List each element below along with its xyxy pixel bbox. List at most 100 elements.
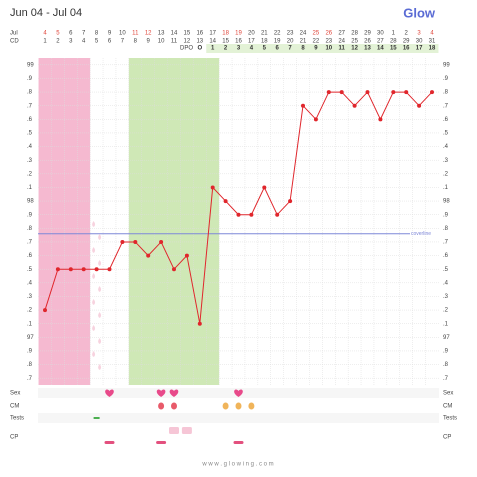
dpo-label: 17 [416,46,423,52]
date-label: 24 [300,31,307,37]
y-tick-label-right: .8 [443,90,449,96]
row-label-right: Tests [443,416,457,422]
y-tick-label: .2 [27,171,33,177]
cp-mark [156,441,167,444]
y-tick-label-right: .5 [443,267,449,273]
y-tick-label-right: 97 [443,335,450,341]
y-tick-label: .2 [27,308,33,314]
cd-label: 27 [377,39,384,45]
y-tick-label: .6 [27,117,33,123]
y-tick-label-right: .9 [443,212,449,218]
temp-point [378,117,383,122]
cm-drop [98,260,102,266]
date-label: 25 [313,31,320,37]
y-tick-label-right: .6 [443,117,449,123]
temp-point [55,267,60,272]
heart [234,389,243,397]
date-label: 29 [364,31,371,37]
dpo-label: 16 [403,46,410,52]
y-tick-label-right: .1 [443,185,449,191]
temp-point [68,267,73,272]
month-label: Jul [10,31,18,37]
y-tick-label-right: .8 [443,362,449,368]
row-bg [38,413,439,423]
temp-point [107,267,112,272]
y-tick-label: .4 [27,280,33,286]
temp-point [81,267,86,272]
date-label: 16 [196,31,203,37]
dpo-label: 2 [224,46,228,52]
y-tick-label-right: .4 [443,144,449,150]
dpo-label: 18 [429,46,436,52]
dpo-label: 8 [301,46,305,52]
y-tick-label: .5 [27,267,33,273]
cm-drop [92,351,96,357]
date-label: 23 [287,31,294,37]
dpo-label: 5 [263,46,267,52]
row-bg [38,432,439,442]
y-tick-label: .4 [27,144,33,150]
cm-icon [248,402,255,410]
y-tick-label-right: .3 [443,294,449,300]
cm-icon [222,402,229,410]
dpo-label: 7 [288,46,292,52]
temp-point [236,212,241,217]
date-label: 14 [171,31,178,37]
cm-drop [98,286,102,292]
footer: w w w . g l o w i n g . c o m [201,462,273,468]
cd-label: 8 [134,39,138,45]
temp-point [352,103,357,108]
heart [169,389,179,397]
y-tick-label: .3 [27,158,33,164]
cd-label: 13 [196,39,203,45]
y-tick-label: .7 [27,103,33,109]
cm-drop [92,247,96,253]
date-label: 12 [145,31,152,37]
dpo-label: DPO [180,46,193,52]
y-tick-label: .9 [27,76,33,82]
temp-point [172,267,176,272]
dpo-label: 3 [237,46,241,52]
cm-drop [92,221,96,227]
y-tick-label-right: .6 [443,253,449,259]
y-tick-label: .7 [27,240,33,246]
temp-point [133,239,138,244]
date-label: 3 [417,31,421,37]
cd-label: 23 [325,39,332,45]
cd-label: 28 [390,39,397,45]
temp-point [430,90,434,95]
cd-label: 31 [429,39,436,45]
y-tick-label: .9 [27,349,33,355]
coverline-label: coverline [411,231,431,237]
temp-point [404,90,409,95]
y-tick-label: .1 [27,185,33,191]
cd-label: 19 [274,39,281,45]
heart [105,389,114,397]
cd-label: 22 [313,39,320,45]
y-tick-label: .9 [27,212,33,218]
date-label: 17 [209,31,216,37]
cd-label: 29 [403,39,410,45]
dpo-label: 14 [377,46,384,52]
temp-point [275,212,280,217]
cd-label: 4 [82,39,86,45]
cm-drop [98,338,102,344]
cp-mark [104,441,115,444]
cm-icon [171,402,177,410]
temp-point [146,253,151,258]
temp-point [326,90,331,95]
date-label: 27 [338,31,345,37]
y-tick-label-right: .7 [443,376,449,382]
dpo-label: 15 [390,46,397,52]
y-tick-label-right: .5 [443,131,449,137]
title: Jun 04 - Jul 04 [10,7,82,19]
y-tick-label: 98 [27,199,34,205]
y-tick-label: .8 [27,362,33,368]
cd-label: 5 [95,39,99,45]
temp-point [43,308,47,313]
cm-drop [92,325,96,331]
date-label: 4 [430,31,434,37]
row-label-right: CM [443,404,452,410]
cm-drop [98,234,102,240]
date-label: 19 [235,31,242,37]
